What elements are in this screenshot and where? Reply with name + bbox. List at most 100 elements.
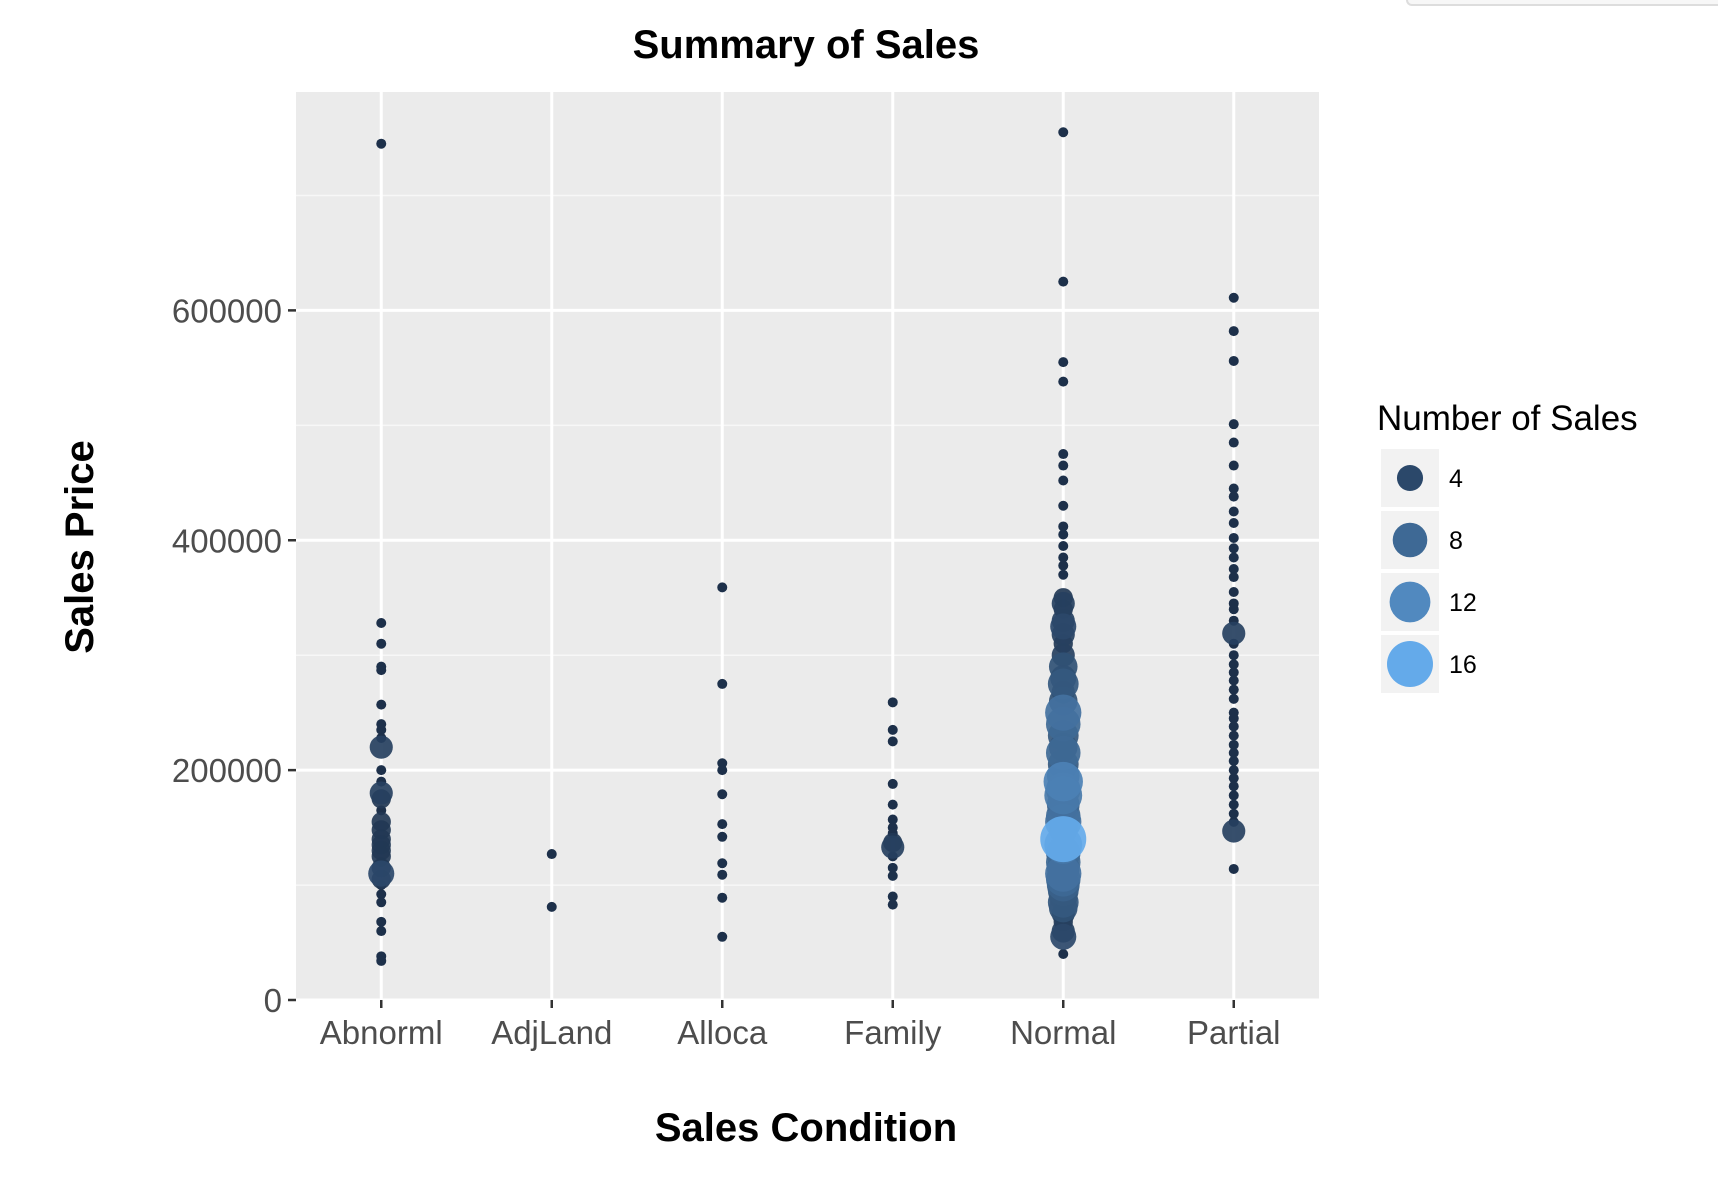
data-point	[1228, 713, 1239, 724]
data-point	[1228, 684, 1239, 695]
data-point	[1228, 650, 1239, 661]
data-point	[376, 618, 387, 629]
data-point	[1058, 127, 1069, 138]
data-point	[1228, 808, 1239, 819]
data-point	[1228, 739, 1239, 750]
data-point	[1228, 552, 1239, 563]
data-point	[1228, 781, 1239, 792]
legend-label: 4	[1449, 465, 1463, 493]
data-point	[376, 724, 387, 735]
data-point	[1228, 563, 1239, 574]
data-point	[1058, 460, 1069, 471]
data-point	[1228, 543, 1239, 554]
data-point	[1058, 376, 1069, 387]
y-tick-label: 0	[264, 982, 282, 1019]
data-point	[1051, 591, 1075, 616]
data-point	[1045, 694, 1082, 731]
chart-title: Summary of Sales	[633, 23, 980, 67]
data-point	[887, 799, 898, 810]
data-point	[1228, 586, 1239, 597]
window-edge	[1406, 0, 1718, 6]
data-point	[1058, 357, 1069, 368]
data-point	[717, 678, 728, 689]
y-tick-label: 400000	[172, 522, 282, 559]
data-point	[546, 849, 557, 860]
data-point	[376, 138, 387, 149]
legend-key	[1396, 464, 1424, 492]
data-point	[1045, 735, 1081, 771]
data-point	[1228, 675, 1239, 686]
legend: Number of Sales 4 8 12 16	[1377, 399, 1638, 693]
x-tick-label: Partial	[1187, 1014, 1281, 1051]
data-point	[887, 697, 898, 708]
data-point	[1058, 529, 1069, 540]
data-point	[376, 955, 387, 966]
data-point	[717, 869, 728, 880]
data-point	[376, 665, 387, 676]
data-point	[887, 736, 898, 747]
data-point	[881, 835, 905, 859]
legend-key	[1387, 641, 1433, 687]
x-tick-label: Normal	[1010, 1014, 1116, 1051]
data-point	[376, 765, 387, 776]
y-tick-label: 600000	[172, 292, 282, 329]
data-point	[1058, 569, 1069, 580]
data-point	[1228, 518, 1239, 529]
plot-panel	[296, 92, 1319, 1000]
data-point	[1228, 755, 1239, 766]
x-tick-label: AdjLand	[491, 1014, 612, 1051]
data-point	[717, 758, 728, 769]
data-point	[887, 862, 898, 873]
data-point	[1045, 855, 1082, 892]
data-point	[1228, 460, 1239, 471]
data-point	[1228, 437, 1239, 448]
data-point	[717, 858, 728, 869]
legend-label: 12	[1449, 589, 1477, 617]
data-point	[1050, 923, 1077, 950]
data-point	[717, 892, 728, 903]
data-point	[1228, 765, 1239, 776]
data-point	[1228, 506, 1239, 517]
data-point	[887, 899, 898, 910]
data-point	[376, 638, 387, 649]
data-point	[717, 765, 728, 776]
y-tick-label: 200000	[172, 752, 282, 789]
data-point	[369, 735, 393, 759]
data-point	[887, 891, 898, 902]
data-point	[376, 699, 387, 710]
data-point	[887, 870, 898, 881]
data-point	[1228, 773, 1239, 784]
data-point	[717, 931, 728, 942]
data-point	[887, 814, 898, 825]
minor-gridlines	[296, 194, 1319, 886]
legend-label: 16	[1449, 651, 1477, 679]
data-point	[1047, 668, 1079, 700]
data-point	[1228, 355, 1239, 366]
data-point	[887, 724, 898, 735]
data-point	[1058, 541, 1069, 551]
data-point	[1228, 572, 1239, 583]
data-point	[1228, 693, 1239, 704]
data-point	[1228, 419, 1239, 430]
data-point	[1228, 532, 1239, 543]
data-point	[1040, 816, 1087, 863]
data-point	[1228, 604, 1239, 615]
data-point	[1058, 475, 1069, 486]
data-point	[717, 831, 728, 842]
data-point	[376, 916, 387, 927]
data-point	[1228, 863, 1239, 874]
x-tick-label: Abnorml	[320, 1014, 443, 1051]
data-point	[376, 889, 387, 900]
data-point	[376, 897, 387, 908]
data-point	[1058, 449, 1069, 460]
data-point	[1228, 292, 1239, 303]
data-point	[717, 819, 728, 830]
data-point	[1058, 560, 1069, 571]
data-point	[1058, 521, 1069, 532]
data-point	[1058, 276, 1069, 287]
data-point	[1228, 491, 1239, 502]
data-point	[1228, 326, 1239, 337]
data-point	[1228, 730, 1239, 741]
data-point	[369, 781, 393, 805]
data-point	[1043, 761, 1083, 802]
